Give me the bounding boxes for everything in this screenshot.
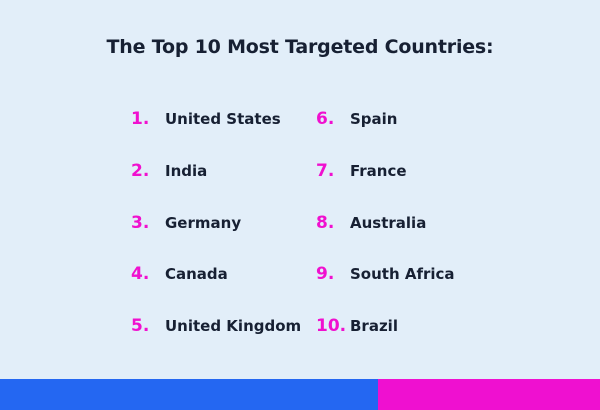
- list-item: 3. Germany: [131, 209, 301, 237]
- country-name: Spain: [350, 110, 397, 128]
- list-item: 2. India: [131, 157, 301, 185]
- country-name: Brazil: [350, 317, 398, 335]
- country-name: France: [350, 162, 407, 180]
- rank-number: 1.: [131, 109, 165, 129]
- list-item: 8. Australia: [316, 209, 455, 237]
- rank-number: 8.: [316, 213, 350, 233]
- rank-number: 3.: [131, 213, 165, 233]
- rank-number: 7.: [316, 161, 350, 181]
- list-item: 6. Spain: [316, 105, 455, 133]
- footer-bar-pink: [378, 379, 600, 410]
- country-name: India: [165, 162, 207, 180]
- footer-bar-blue: [0, 379, 378, 410]
- country-name: United Kingdom: [165, 317, 301, 335]
- list-item: 7. France: [316, 157, 455, 185]
- rank-number: 9.: [316, 264, 350, 284]
- country-name: Australia: [350, 214, 426, 232]
- page-title: The Top 10 Most Targeted Countries:: [0, 36, 600, 58]
- rank-number: 6.: [316, 109, 350, 129]
- list-item: 9. South Africa: [316, 260, 455, 288]
- rank-number: 2.: [131, 161, 165, 181]
- list-item: 5. United Kingdom: [131, 312, 301, 340]
- ranking-list-left: 1. United States 2. India 3. Germany 4. …: [131, 105, 301, 364]
- rank-number: 4.: [131, 264, 165, 284]
- country-name: Canada: [165, 265, 228, 283]
- list-item: 10. Brazil: [316, 312, 455, 340]
- rank-number: 10.: [316, 316, 350, 336]
- list-item: 1. United States: [131, 105, 301, 133]
- country-name: South Africa: [350, 265, 455, 283]
- country-name: Germany: [165, 214, 241, 232]
- ranking-list-right: 6. Spain 7. France 8. Australia 9. South…: [316, 105, 455, 364]
- country-name: United States: [165, 110, 281, 128]
- rank-number: 5.: [131, 316, 165, 336]
- list-item: 4. Canada: [131, 260, 301, 288]
